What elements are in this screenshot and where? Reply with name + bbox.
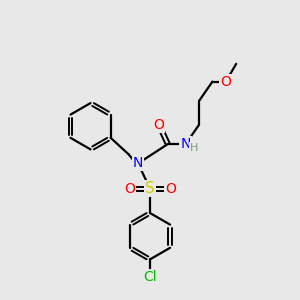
- Text: H: H: [190, 142, 198, 153]
- Text: N: N: [181, 137, 191, 151]
- Text: S: S: [145, 181, 155, 196]
- Text: Cl: Cl: [143, 270, 157, 284]
- Text: O: O: [220, 75, 231, 88]
- Text: O: O: [165, 182, 176, 196]
- Text: O: O: [124, 182, 135, 196]
- Text: O: O: [154, 118, 164, 132]
- Text: N: N: [133, 156, 143, 170]
